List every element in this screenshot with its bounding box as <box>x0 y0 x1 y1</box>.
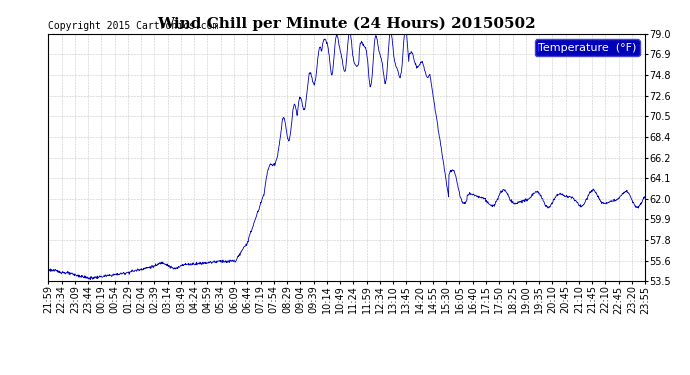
Title: Wind Chill per Minute (24 Hours) 20150502: Wind Chill per Minute (24 Hours) 2015050… <box>157 17 536 31</box>
Legend: Temperature  (°F): Temperature (°F) <box>535 39 640 56</box>
Text: Copyright 2015 Cartronics.com: Copyright 2015 Cartronics.com <box>48 21 219 31</box>
